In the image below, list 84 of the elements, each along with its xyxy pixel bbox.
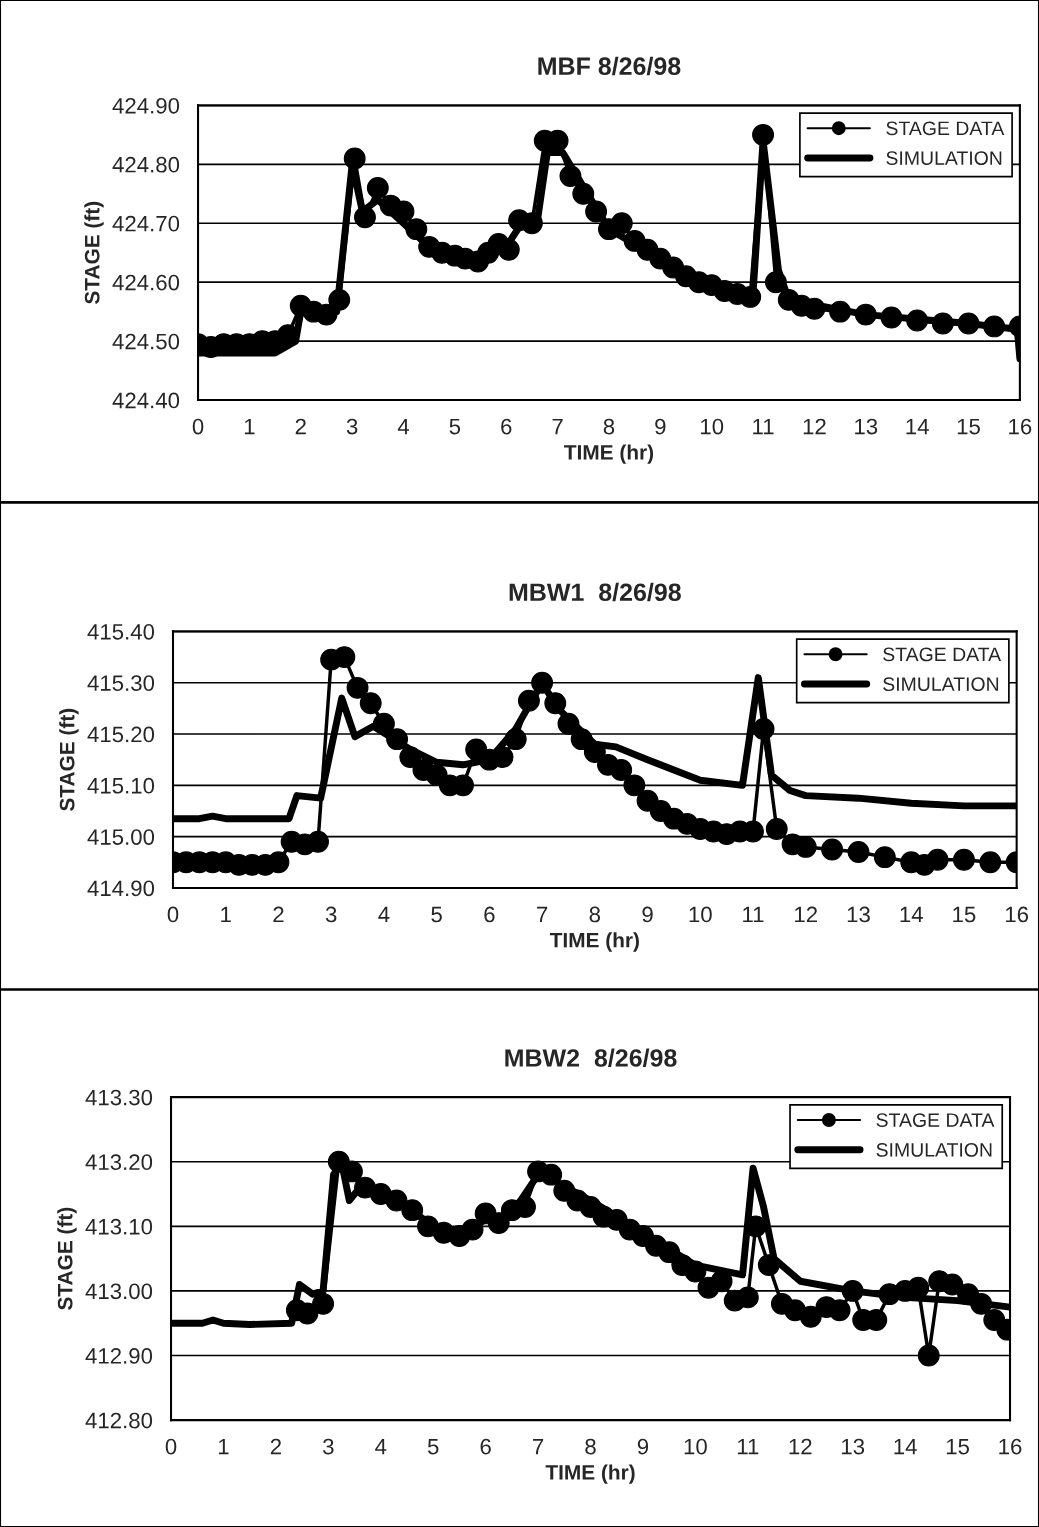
x-tick-label: 8: [603, 418, 615, 435]
x-tick-label: 9: [655, 418, 666, 435]
x-tick-label: 15: [953, 906, 976, 923]
x-tick-label: 8: [585, 1438, 596, 1455]
legend-label: SIMULATION: [876, 1143, 992, 1157]
x-axis-title: TIME (hr): [549, 932, 639, 952]
x-tick-label: 12: [803, 418, 826, 435]
x-tick-label: 4: [375, 1438, 387, 1455]
y-tick-label: 415.20: [87, 726, 155, 743]
chart-title: MBW2 8/26/98: [505, 1048, 677, 1068]
y-tick-label: 424.80: [112, 156, 180, 173]
x-tick-label: 10: [689, 906, 712, 923]
x-tick-label: 7: [537, 906, 548, 923]
x-tick-label: 0: [165, 1438, 177, 1455]
legend-label: STAGE DATA: [876, 1113, 995, 1127]
x-tick-label: 5: [449, 418, 461, 435]
x-tick-label: 1: [221, 906, 231, 923]
y-tick-label: 415.30: [87, 675, 155, 691]
x-tick-label: 15: [946, 1438, 969, 1455]
y-tick-label: 413.00: [85, 1283, 153, 1300]
x-tick-label: 11: [743, 906, 764, 923]
x-tick-label: 8: [589, 906, 601, 923]
chart-title: MBF 8/26/98: [538, 56, 681, 76]
x-tick-label: 16: [999, 1438, 1022, 1455]
legend-label: STAGE DATA: [886, 121, 1005, 136]
legend-label: SIMULATION: [883, 677, 999, 692]
x-tick-label: 9: [637, 1438, 649, 1455]
x-tick-label: 15: [957, 418, 980, 435]
x-tick-label: 2: [295, 418, 306, 435]
y-tick-label: 415.00: [87, 829, 155, 845]
y-tick-label: 415.40: [87, 623, 155, 640]
x-tick-label: 6: [484, 906, 495, 923]
y-tick-label: 412.90: [85, 1348, 153, 1364]
x-tick-label: 14: [894, 1438, 917, 1455]
x-tick-label: 10: [701, 418, 724, 435]
x-tick-label: 3: [323, 1438, 334, 1455]
y-axis-title: STAGE (ft): [57, 1207, 77, 1310]
legend-label: STAGE DATA: [883, 647, 1002, 662]
x-tick-label: 4: [397, 418, 410, 435]
x-tick-label: 10: [684, 1438, 707, 1455]
x-tick-label: 12: [789, 1438, 812, 1455]
x-tick-label: 3: [325, 906, 337, 923]
y-axis-title: STAGE (ft): [84, 201, 104, 304]
x-tick-label: 0: [192, 418, 204, 435]
x-tick-label: 0: [167, 906, 179, 923]
y-tick-label: 414.90: [87, 880, 155, 897]
x-tick-label: 13: [847, 906, 870, 923]
x-tick-label: 6: [480, 1438, 491, 1455]
y-tick-label: 412.80: [85, 1412, 153, 1429]
x-tick-label: 1: [244, 418, 255, 435]
y-tick-label: 424.40: [112, 392, 180, 409]
x-tick-label: 13: [842, 1438, 865, 1455]
x-tick-label: 3: [346, 418, 358, 435]
legend-label: SIMULATION: [886, 151, 1002, 165]
y-tick-label: 424.60: [112, 274, 180, 291]
x-tick-label: 4: [378, 906, 390, 923]
y-tick-label: 413.30: [85, 1089, 153, 1106]
y-axis-title: STAGE (ft): [59, 708, 79, 811]
chart-title: MBW1 8/26/98: [509, 582, 681, 602]
x-tick-label: 5: [431, 906, 442, 923]
x-tick-label: 11: [737, 1438, 759, 1455]
x-tick-label: 7: [552, 418, 563, 435]
x-tick-label: 2: [273, 906, 284, 923]
y-tick-label: 424.90: [112, 97, 180, 114]
x-tick-label: 9: [642, 906, 653, 923]
x-tick-label: 13: [855, 418, 878, 435]
x-tick-label: 11: [753, 418, 774, 435]
x-tick-label: 1: [218, 1438, 229, 1455]
x-tick-label: 7: [533, 1438, 544, 1455]
x-tick-label: 16: [1006, 906, 1029, 923]
y-tick-label: 415.10: [87, 777, 155, 794]
x-tick-label: 12: [795, 906, 817, 923]
y-tick-label: 424.50: [112, 333, 180, 350]
x-tick-label: 6: [501, 418, 512, 435]
y-tick-label: 424.70: [112, 215, 180, 232]
y-tick-label: 413.10: [85, 1218, 153, 1235]
x-tick-label: 14: [900, 906, 923, 923]
x-tick-label: 5: [427, 1438, 439, 1455]
x-tick-label: 14: [906, 418, 929, 435]
x-axis-title: TIME (hr): [564, 444, 654, 464]
x-axis-title: TIME (hr): [545, 1464, 635, 1484]
y-tick-label: 413.20: [85, 1154, 153, 1171]
x-tick-label: 2: [270, 1438, 281, 1455]
x-tick-label: 16: [1009, 418, 1032, 435]
